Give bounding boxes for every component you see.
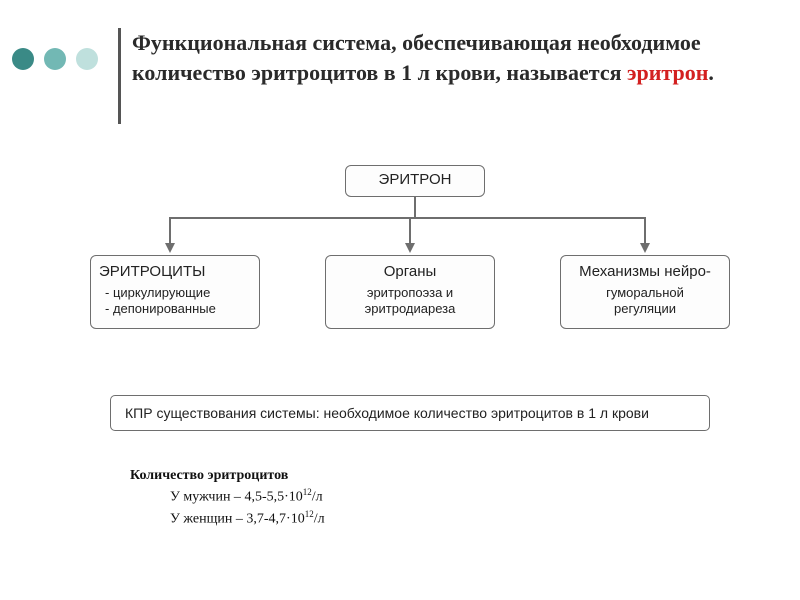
dot-2 — [44, 48, 66, 70]
title-suffix: . — [708, 60, 714, 85]
child-line: - депонированные — [99, 301, 251, 318]
stat-row-0: У мужчин – 4,5-5,5·1012/л — [130, 486, 325, 508]
kpr-text: КПР существования системы: необходимое к… — [125, 405, 649, 421]
stat-row-1: У женщин – 3,7-4,7·1012/л — [130, 508, 325, 530]
child-title: Органы — [334, 262, 486, 282]
child-line: регуляции — [569, 301, 721, 318]
child-line: - циркулирующие — [99, 285, 251, 302]
root-node: ЭРИТРОН — [345, 165, 485, 197]
child-node-0: ЭРИТРОЦИТЫ - циркулирующие- депонированны… — [90, 255, 260, 329]
erythron-diagram: ЭРИТРОН ЭРИТРОЦИТЫ - циркулирующие- депон… — [90, 165, 730, 355]
page-title: Функциональная система, обеспечивающая н… — [132, 28, 752, 87]
child-line: эритродиареза — [334, 301, 486, 318]
title-divider — [118, 28, 121, 124]
stats-heading: Количество эритроцитов — [130, 465, 325, 486]
child-node-1: Органы эритропоэза иэритродиареза — [325, 255, 495, 329]
dot-3 — [76, 48, 98, 70]
child-line: эритропоэза и — [334, 285, 486, 302]
title-keyword: эритрон — [627, 60, 708, 85]
child-node-2: Механизмы нейро-гуморальнойрегуляции — [560, 255, 730, 329]
stats-rows: У мужчин – 4,5-5,5·1012/лУ женщин – 3,7-… — [130, 486, 325, 529]
kpr-box: КПР существования системы: необходимое к… — [110, 395, 710, 431]
child-title: ЭРИТРОЦИТЫ — [99, 262, 251, 282]
title-prefix: Функциональная система, обеспечивающая н… — [132, 30, 701, 85]
erythrocyte-counts: Количество эритроцитов У мужчин – 4,5-5,… — [130, 465, 325, 529]
dot-1 — [12, 48, 34, 70]
decorative-dots — [12, 48, 98, 70]
child-title: Механизмы нейро- — [569, 262, 721, 282]
child-line: гуморальной — [569, 285, 721, 302]
root-label: ЭРИТРОН — [379, 170, 452, 190]
